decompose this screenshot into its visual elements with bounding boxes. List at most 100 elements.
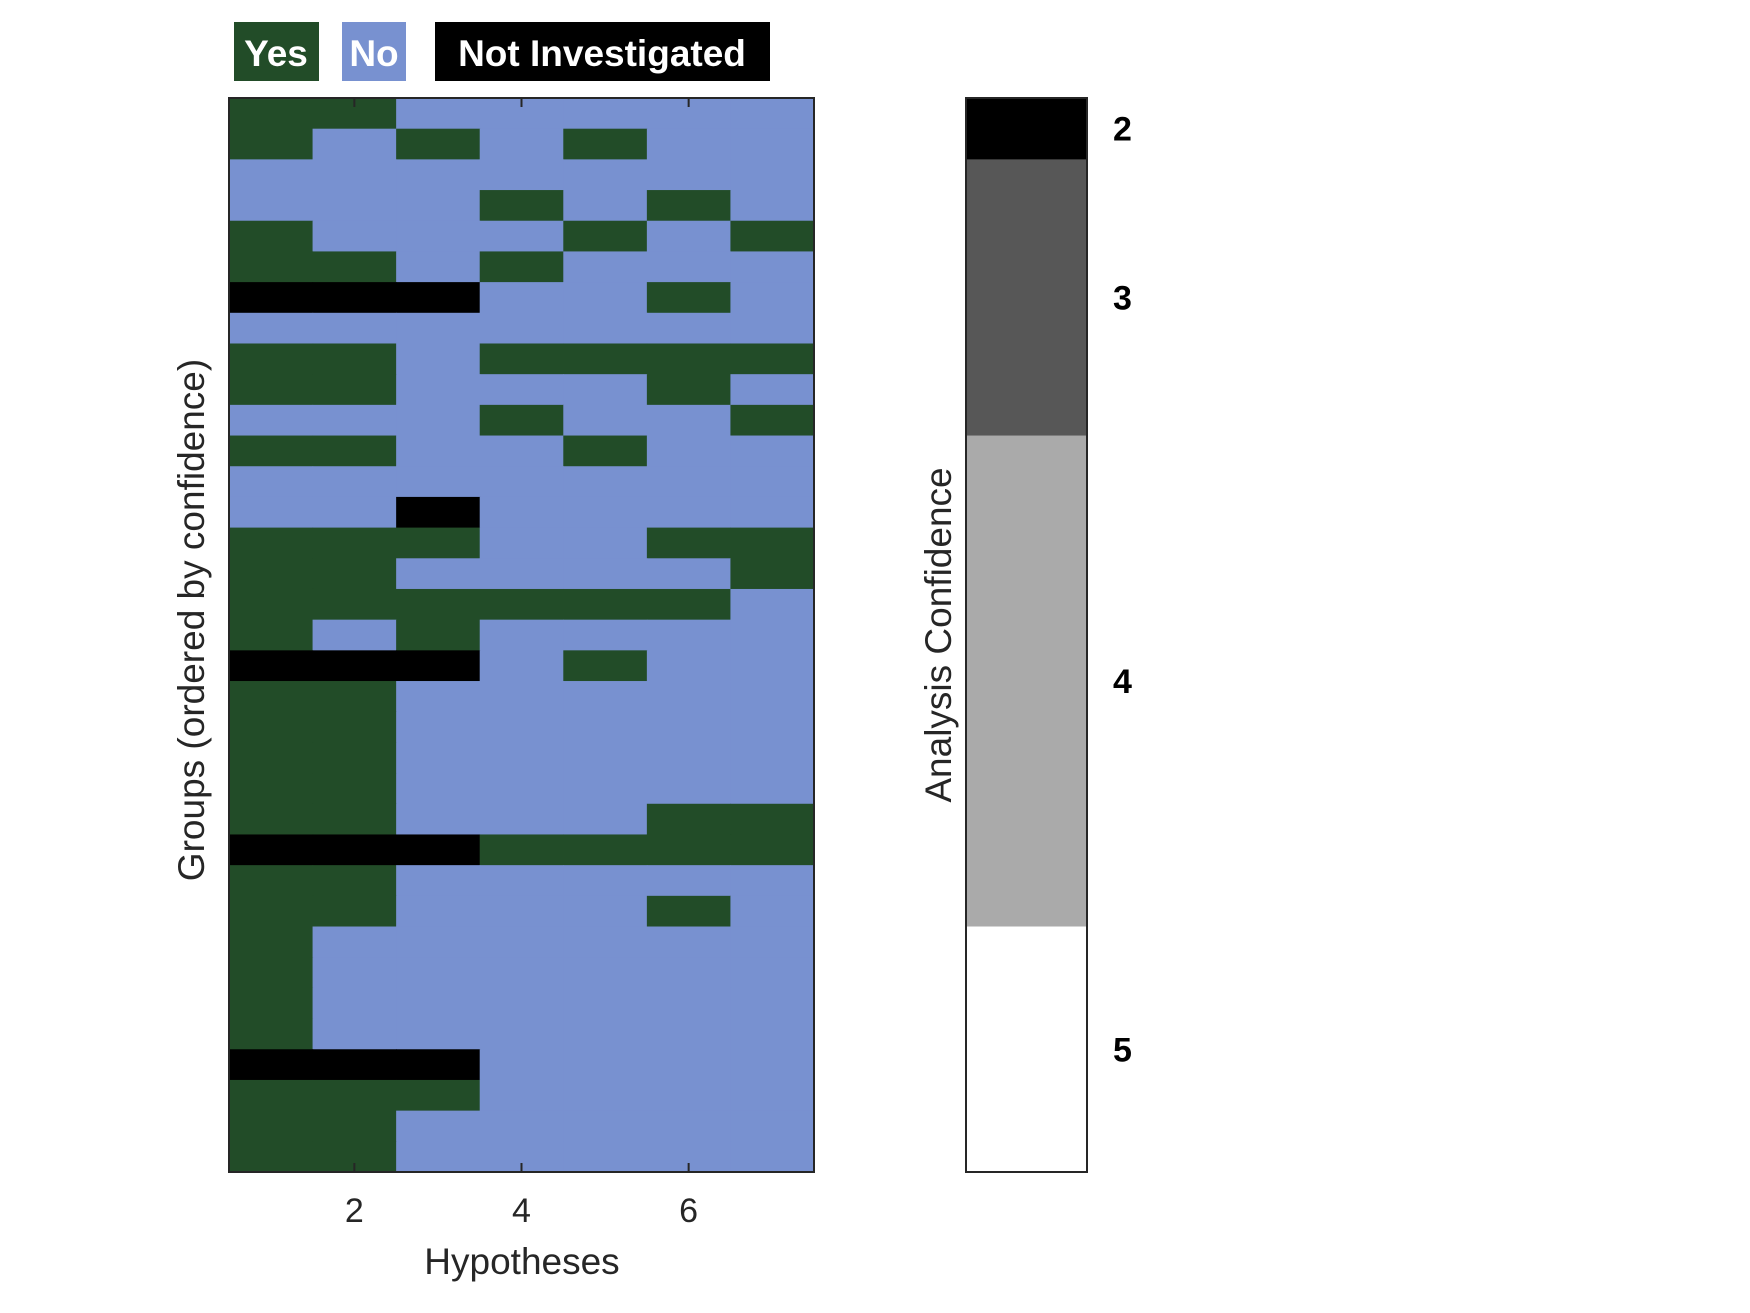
heatmap-cell-no bbox=[646, 404, 732, 437]
x-tick-label: 2 bbox=[345, 1192, 364, 1230]
heatmap-cell-no bbox=[646, 220, 732, 253]
heatmap-cell-yes bbox=[730, 558, 815, 590]
heatmap-cell-no bbox=[312, 220, 397, 253]
heatmap-cell-no bbox=[396, 865, 481, 897]
heatmap-cell-not-investigated bbox=[396, 1049, 481, 1081]
heatmap-cell-yes bbox=[396, 527, 481, 559]
heatmap-cell-yes bbox=[229, 435, 314, 467]
y-axis-label: Groups (ordered by confidence) bbox=[171, 359, 212, 881]
x-tick-label: 6 bbox=[679, 1192, 698, 1230]
heatmap-cell-yes bbox=[730, 343, 815, 375]
heatmap-cell-no bbox=[479, 435, 564, 467]
heatmap-cell-no bbox=[646, 711, 732, 743]
heatmap-cell-no bbox=[396, 558, 481, 590]
heatmap-cell-no bbox=[479, 466, 564, 498]
heatmap-cell-no bbox=[479, 957, 564, 989]
heatmap-cell-no bbox=[563, 190, 648, 222]
heatmap-cell-yes bbox=[730, 404, 815, 437]
heatmap-cell-yes bbox=[229, 98, 314, 130]
heatmap-cell-no bbox=[396, 312, 481, 345]
heatmap-cell-not-investigated bbox=[229, 1049, 314, 1081]
heatmap-cell-no bbox=[229, 312, 314, 345]
heatmap-cell-no bbox=[479, 681, 564, 713]
heatmap-cell-no bbox=[563, 527, 648, 559]
heatmap-cell-yes bbox=[312, 558, 397, 590]
heatmap-cell-no bbox=[563, 1141, 648, 1173]
heatmap-cell-no bbox=[646, 987, 732, 1020]
heatmap-cell-no bbox=[479, 865, 564, 897]
heatmap-cell-yes bbox=[229, 588, 314, 621]
heatmap-cell-yes bbox=[229, 1018, 314, 1050]
heatmap-cell-no bbox=[730, 435, 815, 467]
heatmap-cell-no bbox=[479, 773, 564, 805]
heatmap-cell-no bbox=[730, 588, 815, 621]
heatmap-cell-no bbox=[312, 1018, 397, 1050]
heatmap-cell-yes bbox=[312, 742, 397, 774]
heatmap-cell-no bbox=[730, 895, 815, 928]
heatmap-cell-no bbox=[312, 312, 397, 345]
heatmap-cell-no bbox=[396, 1018, 481, 1050]
colorbar-segment bbox=[966, 159, 1087, 437]
heatmap-cell-no bbox=[730, 466, 815, 498]
heatmap-cell-yes bbox=[229, 343, 314, 375]
heatmap-cell-yes bbox=[396, 619, 481, 651]
colorbar-tick-label: 4 bbox=[1113, 663, 1132, 701]
heatmap-cell-no bbox=[563, 496, 648, 529]
heatmap-cell-no bbox=[312, 159, 397, 191]
heatmap-cell-no bbox=[646, 619, 732, 651]
heatmap-cell-no bbox=[479, 220, 564, 253]
heatmap-cell-no bbox=[312, 926, 397, 958]
heatmap-cell-yes bbox=[396, 128, 481, 160]
heatmap-cell-yes bbox=[312, 773, 397, 805]
heatmap-cell-yes bbox=[229, 865, 314, 897]
heatmap-cell-yes bbox=[229, 527, 314, 559]
heatmap-cell-yes bbox=[312, 588, 397, 621]
heatmap-cell-yes bbox=[229, 957, 314, 989]
heatmap-cell-yes bbox=[312, 711, 397, 743]
legend-no-label: No bbox=[349, 33, 398, 74]
heatmap-cell-no bbox=[646, 650, 732, 682]
heatmap-cell-no bbox=[479, 159, 564, 191]
x-axis-ticks: 2 4 6 bbox=[345, 98, 698, 1230]
heatmap-cell-yes bbox=[312, 865, 397, 897]
heatmap-cell-yes bbox=[646, 374, 732, 406]
heatmap-cell-yes bbox=[229, 1110, 314, 1142]
heatmap-cell-no bbox=[646, 681, 732, 713]
heatmap-cell-not-investigated bbox=[396, 496, 481, 529]
heatmap-cell-no bbox=[563, 404, 648, 437]
heatmap-cell-yes bbox=[563, 220, 648, 253]
colorbar-ticks: 2 3 4 5 bbox=[1113, 111, 1132, 1070]
heatmap-cell-no bbox=[563, 98, 648, 130]
heatmap-cell-yes bbox=[396, 588, 481, 621]
legend-yes-swatch bbox=[234, 22, 319, 81]
heatmap-cell-yes bbox=[312, 343, 397, 375]
heatmap-cell-yes bbox=[396, 1079, 481, 1112]
heatmap-cell-not-investigated bbox=[396, 834, 481, 866]
heatmap-cell-no bbox=[646, 1018, 732, 1050]
heatmap-cell-no bbox=[563, 159, 648, 191]
heatmap-cell-no bbox=[479, 374, 564, 406]
heatmap-cell-no bbox=[396, 404, 481, 437]
x-axis-label: Hypotheses bbox=[424, 1241, 619, 1282]
legend-not-investigated-label: Not Investigated bbox=[458, 33, 746, 74]
heatmap-cell-yes bbox=[229, 803, 314, 836]
heatmap-cell-yes bbox=[479, 343, 564, 375]
legend-yes: Yes bbox=[234, 22, 319, 81]
colorbar-segment bbox=[966, 98, 1087, 160]
legend-no: No bbox=[342, 22, 406, 81]
heatmap-cell-no bbox=[396, 190, 481, 222]
heatmap-cell-no bbox=[563, 742, 648, 774]
heatmap-cell-yes bbox=[229, 773, 314, 805]
heatmap-cell-no bbox=[563, 558, 648, 590]
heatmap-cell-no bbox=[646, 926, 732, 958]
heatmap-cell-no bbox=[730, 98, 815, 130]
heatmap-cell-no bbox=[563, 803, 648, 836]
heatmap-cell-yes bbox=[563, 650, 648, 682]
heatmap-cell-no bbox=[479, 282, 564, 314]
heatmap-cell-yes bbox=[563, 834, 648, 866]
heatmap-cell-yes bbox=[646, 343, 732, 375]
heatmap-cell-no bbox=[730, 1141, 815, 1173]
heatmap-cell-no bbox=[646, 251, 732, 283]
heatmap-cell-no bbox=[563, 466, 648, 498]
heatmap-cell-yes bbox=[229, 742, 314, 774]
